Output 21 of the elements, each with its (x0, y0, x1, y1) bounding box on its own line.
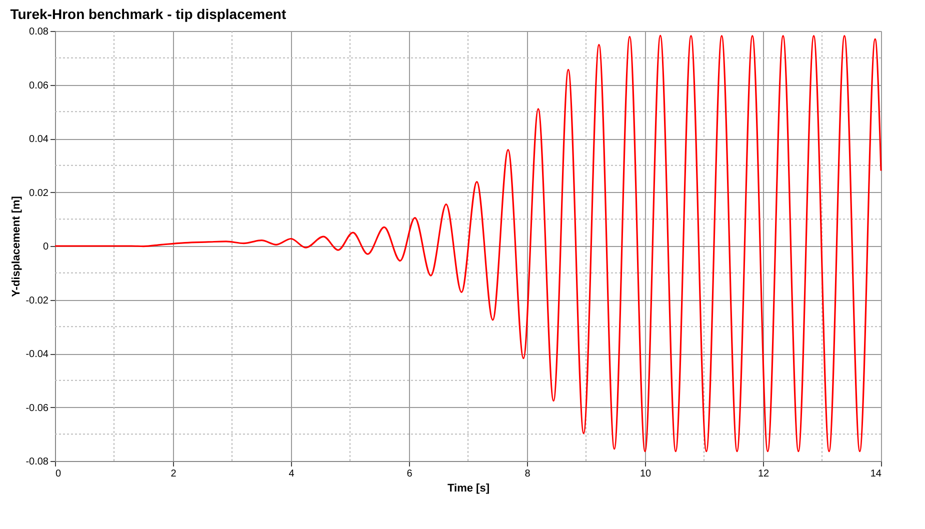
y-tick-label: -0.06 (26, 402, 49, 414)
y-tick-label: 0.04 (29, 134, 49, 145)
y-tick-label: 0.06 (29, 80, 49, 92)
y-axis-title: Y-displacement [m] (10, 196, 23, 297)
x-tick-label: 10 (640, 468, 652, 480)
y-tick-label: 0.08 (29, 26, 49, 38)
y-tick-label: -0.02 (26, 295, 49, 306)
x-tick-label: 4 (288, 468, 295, 480)
x-tick-label: 2 (170, 468, 177, 480)
x-tick-label: 14 (870, 468, 882, 480)
x-tick-label: 8 (524, 468, 531, 480)
x-axis-title: Time [s] (448, 482, 490, 494)
y-tick-label: 0.02 (29, 188, 49, 199)
y-tick-label: 0 (42, 242, 49, 252)
chart-title: Turek-Hron benchmark - tip displacement (10, 6, 286, 22)
x-tick-label: 0 (56, 468, 62, 480)
x-tick-label: 12 (758, 468, 770, 480)
y-tick-label: -0.08 (26, 456, 49, 468)
x-tick-label: 6 (406, 468, 413, 480)
line-series (54, 34, 882, 452)
y-tick-label: -0.04 (26, 349, 49, 360)
